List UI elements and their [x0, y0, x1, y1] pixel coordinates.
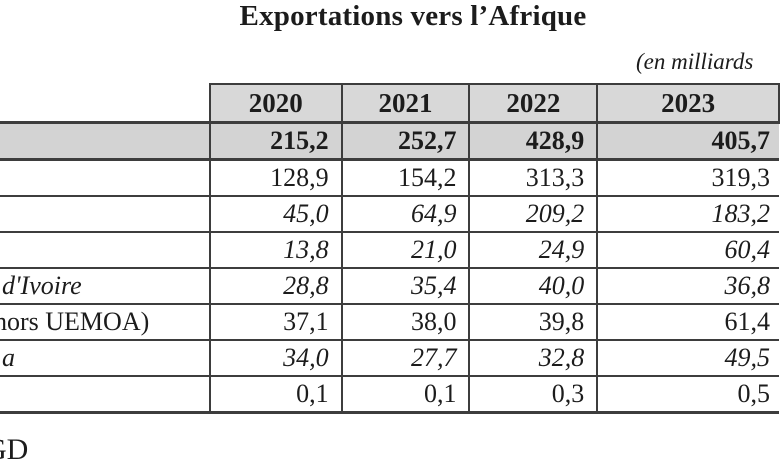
- value-cell: 35,4: [340, 267, 471, 305]
- value-cell: 36,8: [596, 267, 779, 305]
- value-cell: 428,9: [468, 121, 599, 161]
- value-cell: 64,9: [340, 195, 471, 233]
- value-cell: 405,7: [596, 121, 779, 161]
- value-cell: 21,0: [340, 231, 471, 269]
- table-row-total: 215,2 252,7 428,9 405,7: [0, 121, 779, 161]
- value-cell: 0,1: [208, 375, 343, 414]
- value-cell: 37,1: [208, 303, 343, 341]
- header-row: 2020 2021 2022 2023: [0, 83, 780, 124]
- table-row: 45,0 64,9 209,2 183,2: [0, 195, 779, 233]
- table-row: 128,9 154,2 313,3 319,3: [0, 158, 779, 197]
- table-row: 13,8 21,0 24,9 60,4: [0, 231, 779, 269]
- year-header-2020: 2020: [208, 83, 343, 124]
- value-cell: 319,3: [596, 158, 779, 197]
- row-label-cell: a: [0, 339, 211, 377]
- value-cell: 32,8: [468, 339, 599, 377]
- table-row-cote-divoire: d'Ivoire 28,8 35,4 40,0 36,8: [0, 267, 779, 305]
- value-cell: 49,5: [596, 339, 779, 377]
- value-cell: 45,0: [208, 195, 343, 233]
- value-cell: 0,1: [340, 375, 471, 414]
- year-header-2023: 2023: [596, 83, 780, 124]
- value-cell: 0,3: [468, 375, 599, 414]
- value-cell: 27,7: [340, 339, 471, 377]
- value-cell: 215,2: [208, 121, 343, 161]
- value-cell: 313,3: [468, 158, 599, 197]
- table-row: 0,1 0,1 0,3 0,5: [0, 375, 779, 414]
- value-cell: 60,4: [596, 231, 779, 269]
- corner-cell: [0, 84, 210, 123]
- row-label-cell: [0, 195, 211, 233]
- row-label-cell: [0, 375, 211, 414]
- exports-table: 2020 2021 2022 2023 215,2 252,7 428,9 40…: [0, 83, 780, 414]
- row-label-cell: [0, 231, 211, 269]
- value-cell: 0,5: [596, 375, 779, 414]
- table-row: a 34,0 27,7 32,8 49,5: [0, 339, 779, 377]
- value-cell: 28,8: [208, 267, 343, 305]
- row-label-cell: d'Ivoire: [0, 267, 211, 305]
- value-cell: 128,9: [208, 158, 343, 197]
- value-cell: 34,0: [208, 339, 343, 377]
- value-cell: 61,4: [596, 303, 779, 341]
- table-row-hors-uemoa: hors UEMOA) 37,1 38,0 39,8 61,4: [0, 303, 779, 341]
- value-cell: 39,8: [468, 303, 599, 341]
- value-cell: 183,2: [596, 195, 779, 233]
- value-cell: 13,8: [208, 231, 343, 269]
- value-cell: 154,2: [340, 158, 471, 197]
- row-label-cell: [0, 158, 211, 197]
- row-label-cell: hors UEMOA): [0, 303, 211, 341]
- row-label-cell: [0, 121, 211, 161]
- year-header-2022: 2022: [468, 83, 599, 124]
- year-header-2021: 2021: [340, 83, 471, 124]
- value-cell: 209,2: [468, 195, 599, 233]
- page-title: Exportations vers l’Afrique: [239, 0, 587, 32]
- value-cell: 38,0: [340, 303, 471, 341]
- value-cell: 24,9: [468, 231, 599, 269]
- source-note: GD: [0, 433, 29, 466]
- value-cell: 252,7: [340, 121, 471, 161]
- unit-note: (en milliards: [636, 49, 754, 74]
- value-cell: 40,0: [468, 267, 599, 305]
